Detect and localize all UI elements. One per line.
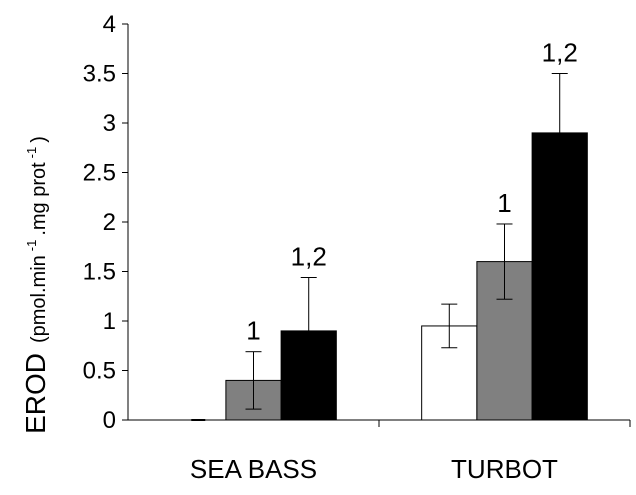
y-axis-label: EROD (pmol.min -1 .mg prot -1 ): [20, 136, 51, 434]
y-tick-label: 2: [103, 209, 116, 236]
y-axis-label-unit-open: (pmol.min: [28, 255, 50, 343]
y-axis-label-sup-1: -1: [24, 240, 39, 252]
significance-label: 1: [246, 316, 260, 346]
significance-label: 1,2: [291, 241, 327, 271]
svg-text:EROD (pmol.min -1: EROD (pmol.min -1 .mg prot -1 ): [20, 136, 51, 434]
y-axis-label-unit-close: ): [28, 136, 50, 143]
y-axis-label-main: EROD: [20, 353, 51, 434]
y-tick-label: 2.5: [83, 160, 116, 187]
y-tick-label: 1: [103, 308, 116, 335]
y-axis-label-sup-2: -1: [24, 147, 39, 159]
y-axis-label-unit-mid: .mg prot: [28, 162, 50, 236]
y-tick-label: 1.5: [83, 259, 116, 286]
y-tick-label: 0: [103, 407, 116, 434]
x-category-label: SEA BASS: [190, 454, 317, 484]
y-tick-label: 4: [103, 11, 116, 38]
significance-label: 1: [497, 188, 511, 218]
significance-label: 1,2: [542, 38, 578, 68]
y-tick-label: 0.5: [83, 358, 116, 385]
y-tick-label: 3.5: [83, 61, 116, 88]
plot-area: 0 0.5 1 1.5 2 2.5 3 3.5 4 SEA BASS 1 1,2 TURBOT 1 1,2: [83, 11, 631, 484]
x-category-label: TURBOT: [451, 454, 558, 484]
y-tick-label: 3: [103, 110, 116, 137]
